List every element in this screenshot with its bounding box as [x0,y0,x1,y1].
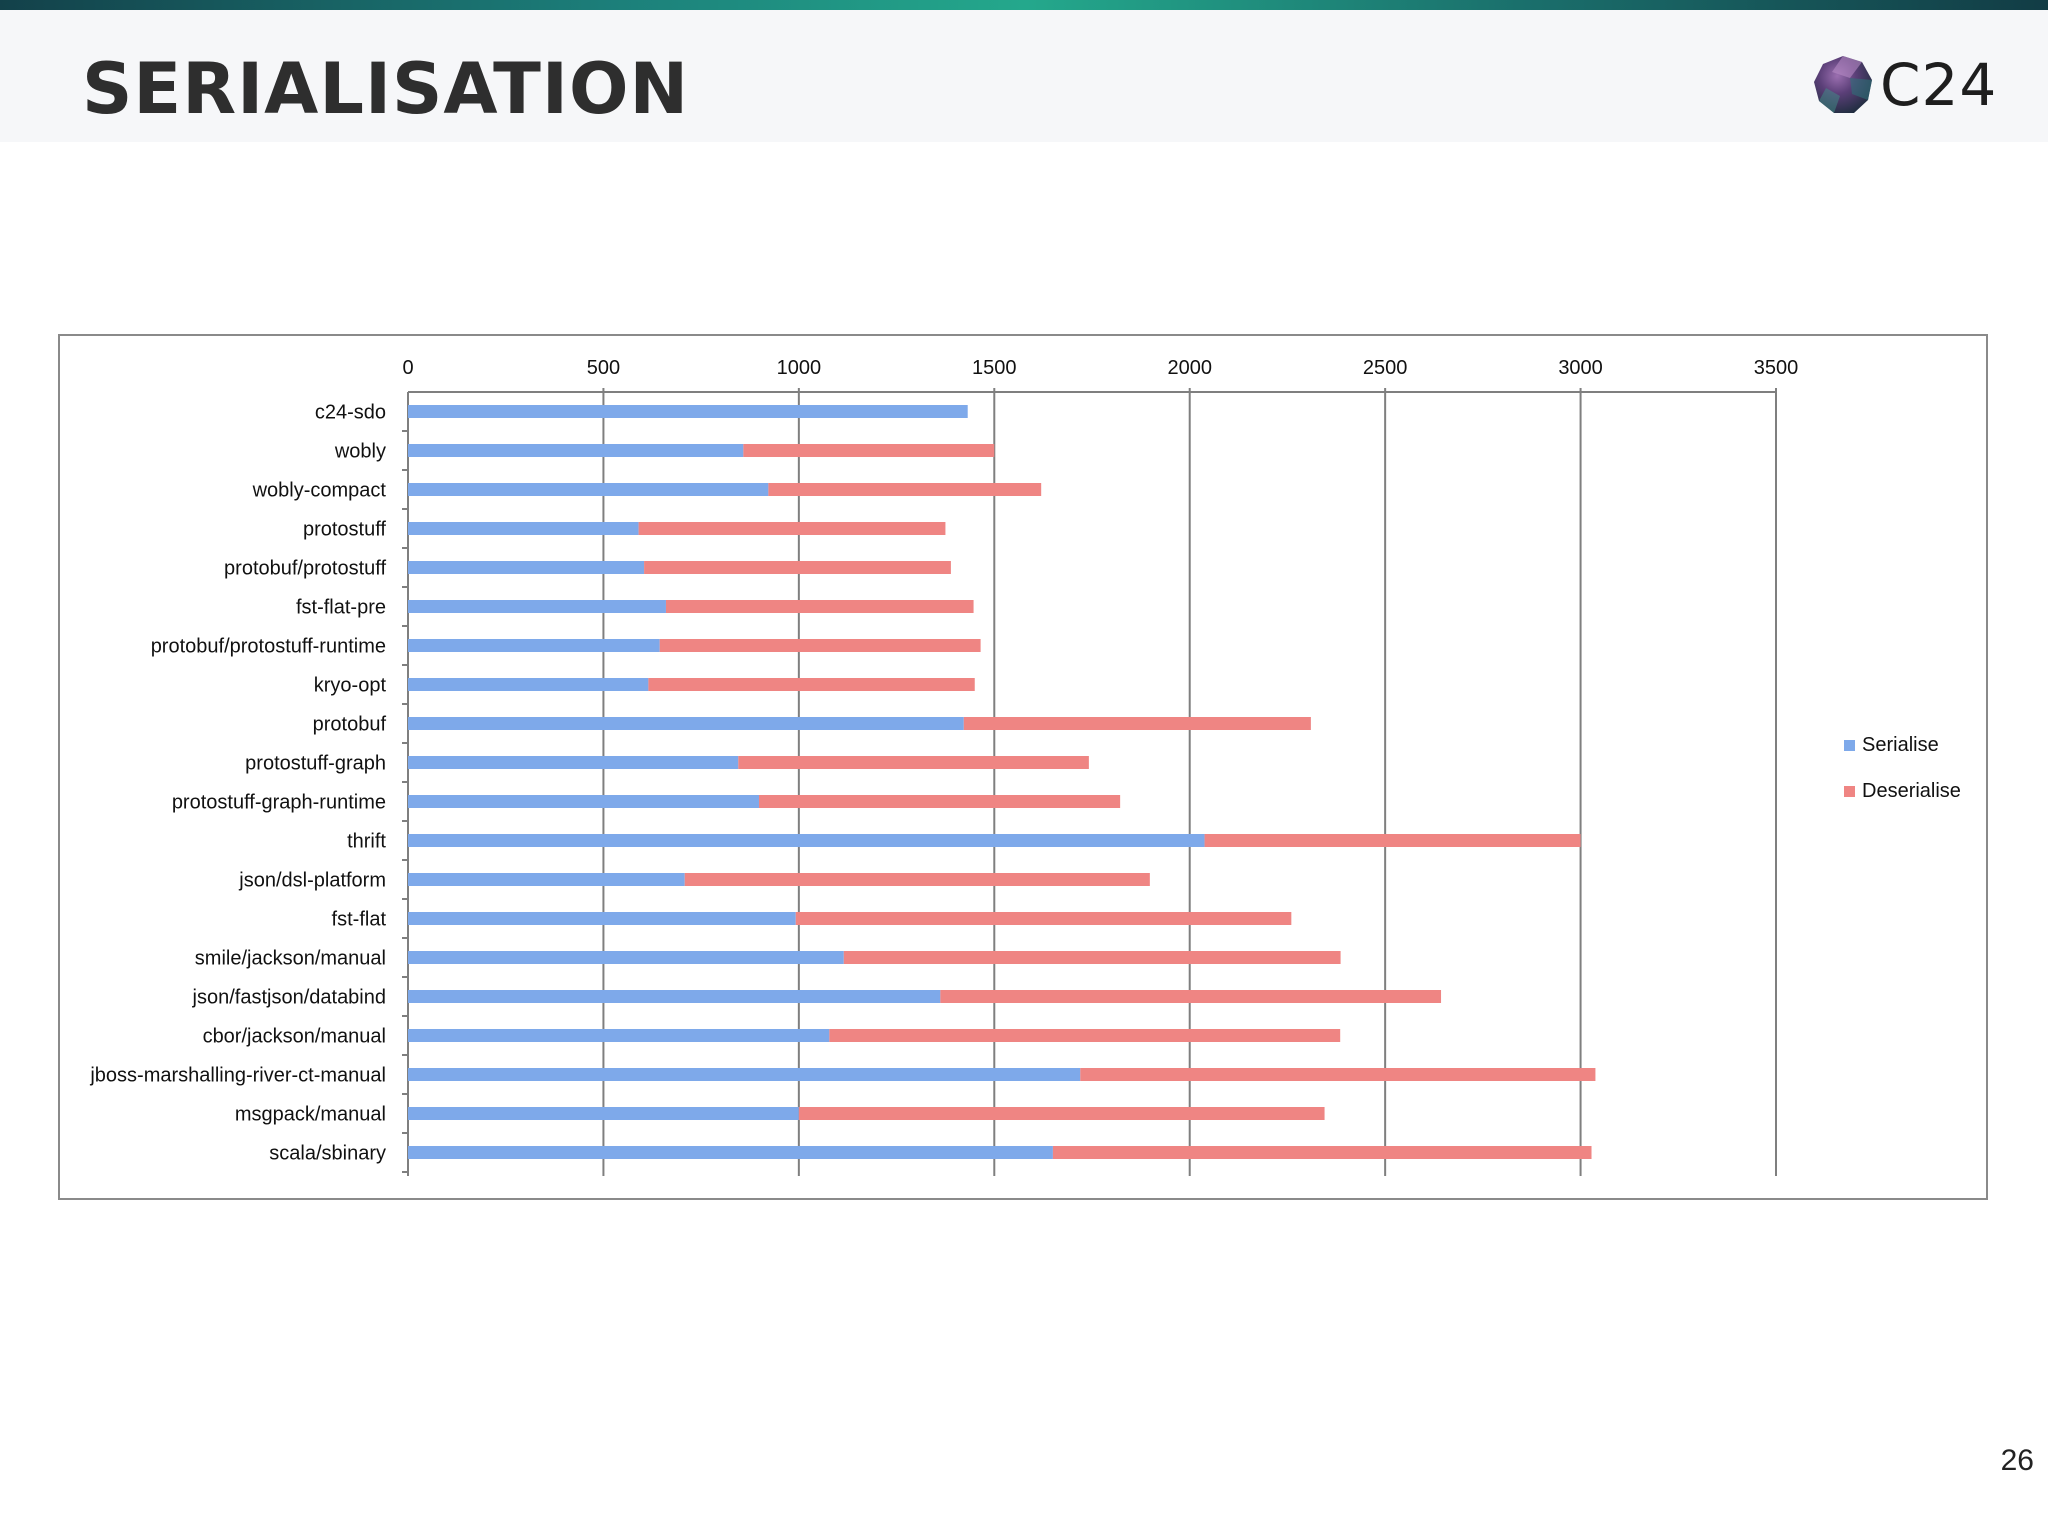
bar-serialise [408,639,660,652]
bar-serialise [408,522,639,535]
y-category-label: kryo-opt [314,675,387,697]
y-category-label: protobuf/protostuff [224,558,386,580]
bar-serialise [408,1068,1081,1081]
bar-deserialise [665,600,974,613]
legend-swatch-serialise [1844,740,1855,751]
bar-serialise [408,1029,830,1042]
c24-logo: C24 [1812,50,1997,120]
bar-deserialise [940,990,1442,1003]
bar-deserialise [1080,1068,1596,1081]
bar-deserialise [1052,1146,1592,1159]
chart-frame: 0 500 1000 1500 2000 2500 3000 3500 c24-sdo wobly… [58,334,1988,1200]
bar-serialise [408,951,844,964]
y-category-label: thrift [347,831,386,853]
bar-deserialise [659,639,981,652]
bar-deserialise [795,912,1292,925]
bar-serialise [408,912,796,925]
y-category-label: fst-flat [332,909,387,931]
y-category-label: smile/jackson/manual [195,948,386,970]
bar-deserialise [963,717,1311,730]
x-tick-label: 0 [402,357,413,379]
bar-serialise [408,561,645,574]
bar-serialise [408,795,759,808]
bar-serialise [408,600,666,613]
y-category-label: protostuff-graph [245,753,386,775]
bar-deserialise [758,795,1121,808]
bar-serialise [408,483,769,496]
y-category-label: json/fastjson/databind [192,987,386,1009]
bar-deserialise [843,951,1341,964]
bar-deserialise [1204,834,1581,847]
bar-deserialise [768,483,1042,496]
x-tick-label: 2500 [1363,357,1408,379]
x-tick-label: 3000 [1558,357,1603,379]
x-tick-label: 1000 [777,357,822,379]
y-category-label: protobuf [313,714,387,736]
legend-label-serialise: Serialise [1862,734,1939,756]
legend-swatch-deserialise [1844,786,1855,797]
y-category-label: protostuff [303,519,386,541]
x-tick-label: 500 [587,357,620,379]
logo-text: C24 [1880,51,1998,119]
bar-deserialise [738,756,1089,769]
bar-deserialise [648,678,975,691]
y-category-label: protobuf/protostuff-runtime [151,636,386,658]
gem-icon [1814,56,1872,113]
bar-serialise [408,873,685,886]
slide-header: SERIALISATION C24 [0,10,2048,142]
bar-serialise [408,405,968,418]
y-category-label: scala/sbinary [269,1143,386,1165]
bar-serialise [408,834,1205,847]
x-tick-label: 1500 [972,357,1017,379]
bar-serialise [408,444,744,457]
legend-label-deserialise: Deserialise [1862,780,1961,802]
y-category-label: wobly [334,441,386,463]
slide-number: 26 [2000,1444,2034,1477]
top-decorative-strip [0,0,2048,10]
bar-serialise [408,717,964,730]
y-category-label: jboss-marshalling-river-ct-manual [89,1065,386,1087]
y-category-label: msgpack/manual [235,1104,386,1126]
bar-serialise [408,756,739,769]
bar-deserialise [638,522,946,535]
bar-serialise [408,990,941,1003]
bar-serialise [408,678,649,691]
bar-deserialise [684,873,1150,886]
bar-deserialise [644,561,951,574]
bar-deserialise [829,1029,1341,1042]
slide-title: SERIALISATION [82,48,690,130]
bar-serialise [408,1107,799,1120]
y-category-label: cbor/jackson/manual [203,1026,386,1048]
y-category-label: protostuff-graph-runtime [172,792,386,814]
bar-serialise [408,1146,1053,1159]
y-category-label: wobly-compact [252,480,387,502]
bar-deserialise [743,444,995,457]
y-category-label: json/dsl-platform [238,870,386,892]
bar-deserialise [798,1107,1325,1120]
y-category-label: c24-sdo [315,402,386,424]
x-tick-label: 2000 [1167,357,1212,379]
stacked-bar-chart: 0 500 1000 1500 2000 2500 3000 3500 c24-sdo wobly… [89,357,1961,1176]
x-tick-label: 3500 [1754,357,1799,379]
y-category-label: fst-flat-pre [296,597,386,619]
